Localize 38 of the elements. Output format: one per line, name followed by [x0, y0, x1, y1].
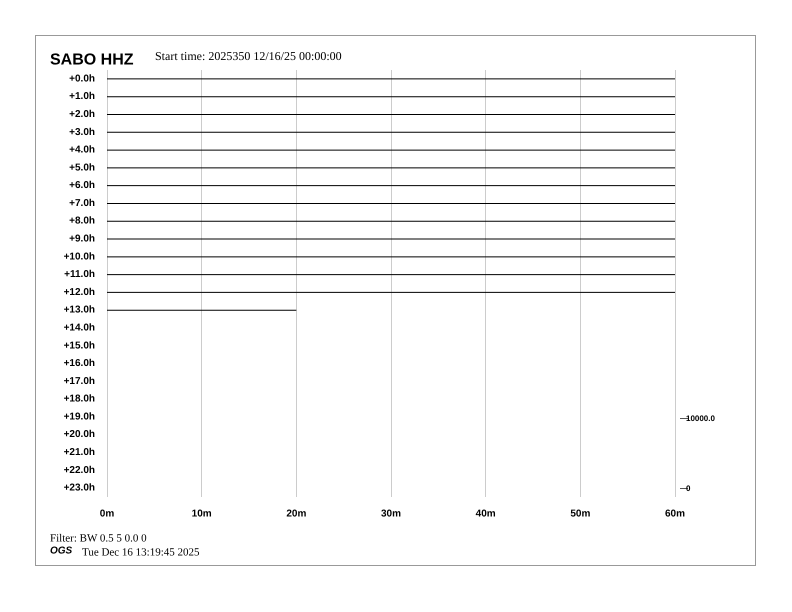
y2-tick-label: 0: [686, 484, 691, 493]
y-tick-label: +4.0h: [69, 144, 95, 156]
y-tick-label: +10.0h: [64, 251, 95, 262]
y-tick-label: +22.0h: [64, 464, 95, 476]
text: Filter: BW 0.5 5 0.0 0: [50, 532, 148, 544]
y-tick-label: +20.0h: [64, 429, 95, 440]
chart-subtitle: Start time: 2025350 12/16/25 00:00:00: [155, 49, 342, 63]
x-tick-label: 50m: [570, 508, 590, 520]
y-tick-label: +11.0h: [64, 269, 95, 280]
y-tick-label: +3.0h: [69, 126, 95, 138]
y-tick-label: +9.0h: [69, 234, 95, 245]
x-tick-label: 0m: [100, 508, 114, 520]
x-tick-label: 10m: [192, 508, 212, 520]
y-tick-label: +15.0h: [64, 340, 95, 352]
y-tick-label: +14.0h: [64, 322, 95, 334]
y-tick-label: +13.0h: [64, 304, 95, 316]
y-tick-label: +6.0h: [69, 180, 95, 192]
x-tick-label: 40m: [476, 508, 496, 520]
x-tick-label: 30m: [380, 508, 402, 520]
y2-tick-label: 10000.0: [686, 414, 716, 424]
y-tick-label: +0.0h: [69, 73, 95, 84]
x-tick-label: 20m: [286, 508, 306, 520]
y-tick-label: +2.0h: [69, 108, 95, 120]
y-tick-label: +18.0h: [64, 394, 95, 405]
y-tick-label: +16.0h: [64, 358, 95, 370]
text: Tue Dec 16 13:19:45 2025: [82, 546, 200, 558]
y-tick-label: +19.0h: [64, 411, 95, 422]
chart-title: SABO HHZ: [50, 52, 134, 68]
y-tick-label: +5.0h: [69, 162, 95, 174]
y-tick-label: +21.0h: [64, 447, 95, 458]
text: OGS: [50, 546, 73, 556]
y-tick-label: +23.0h: [64, 482, 95, 494]
y-tick-label: +8.0h: [69, 216, 95, 227]
y-tick-label: +17.0h: [64, 376, 95, 387]
y-tick-label: +1.0h: [69, 91, 95, 102]
x-tick-label: 60m: [664, 508, 686, 520]
y-tick-label: +7.0h: [69, 198, 95, 209]
y-tick-label: +12.0h: [64, 286, 95, 298]
